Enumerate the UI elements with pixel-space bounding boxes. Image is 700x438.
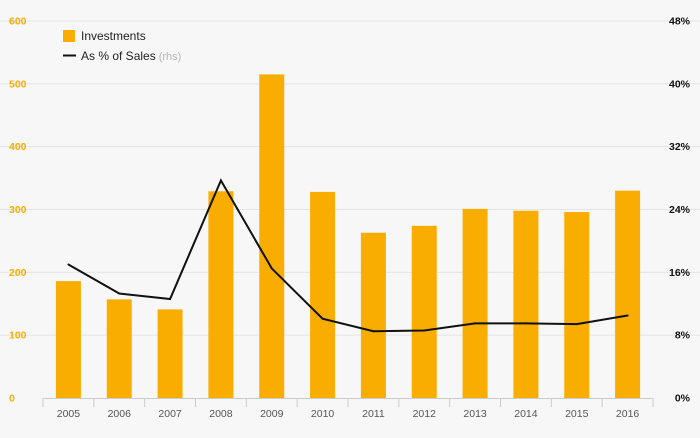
bar-investments-2005 [55, 281, 81, 398]
line-point-2005 [67, 263, 70, 266]
y-left-tick-label: 300 [9, 204, 27, 216]
bar-investments-2006 [106, 299, 132, 398]
x-tick-label: 2006 [108, 408, 132, 420]
y-right-tick-label: 48% [669, 16, 691, 28]
x-tick-label: 2008 [209, 408, 233, 420]
x-tick-label: 2005 [57, 408, 81, 420]
bar-investments-2015 [564, 212, 590, 398]
y-left-tick-label: 200 [9, 267, 27, 279]
y-left-tick-label: 100 [9, 330, 27, 342]
line-point-2006 [118, 292, 121, 295]
bar-investments-2007 [157, 309, 183, 398]
line-as-pct-of-sales [67, 178, 628, 333]
legend: Investments As % of Sales (rhs) [63, 29, 181, 63]
legend-label-investments: Investments [81, 29, 146, 43]
y-right-tick-label: 8% [675, 330, 691, 342]
gridlines [0, 20, 700, 336]
x-tick-label: 2009 [260, 408, 284, 420]
x-tick-label: 2015 [565, 408, 589, 420]
bar-investments-2013 [462, 208, 488, 398]
y-right-tick-label: 24% [669, 204, 691, 216]
line-point-2009 [270, 267, 273, 270]
x-tick-label: 2013 [463, 408, 487, 420]
line-point-2013 [474, 322, 477, 325]
x-tick-label: 2014 [514, 408, 538, 420]
legend-label-sales-pct: As % of Sales (rhs) [81, 49, 181, 63]
line-series [67, 178, 629, 333]
x-tick-label: 2011 [362, 408, 385, 420]
line-point-2015 [575, 323, 578, 326]
legend-swatch-investments [63, 30, 75, 42]
y-right-tick-label: 40% [669, 78, 691, 90]
bar-investments-2008 [208, 191, 234, 398]
y-left-tick-label: 500 [9, 78, 27, 90]
y-left-tick-label: 400 [9, 141, 27, 153]
axes: 0 100 200 300 400 500 600 0% 8% 16% 24% 32% 40% 48% 20… [9, 16, 691, 421]
line-point-2010 [321, 317, 324, 320]
bar-investments-2011 [360, 232, 386, 398]
y-left-tick-label: 600 [9, 16, 27, 28]
line-point-2012 [423, 329, 426, 332]
x-tick-label: 2007 [158, 408, 182, 420]
legend-label-rhs-suffix: (rhs) [159, 51, 182, 63]
line-point-2014 [524, 322, 527, 325]
y-right-tick-label: 16% [669, 267, 691, 279]
bar-series [55, 74, 641, 399]
x-tick-label: 2010 [311, 408, 335, 420]
bar-investments-2014 [513, 210, 539, 398]
bar-investments-2009 [259, 74, 285, 399]
legend-label-sales-pct-main: As % of Sales [81, 49, 156, 63]
bar-investments-2012 [411, 225, 437, 398]
line-point-2007 [169, 298, 172, 301]
y-right-tick-label: 32% [669, 141, 691, 153]
bar-investments-2016 [615, 190, 641, 398]
x-tick-label: 2016 [616, 408, 640, 420]
x-tick-label: 2012 [413, 408, 437, 420]
line-point-2008 [219, 179, 222, 182]
y-right-tick-label: 0% [675, 393, 691, 405]
bar-investments-2010 [310, 191, 336, 398]
line-point-2011 [372, 330, 375, 333]
line-point-2016 [626, 314, 629, 317]
y-left-tick-label: 0 [9, 393, 15, 405]
